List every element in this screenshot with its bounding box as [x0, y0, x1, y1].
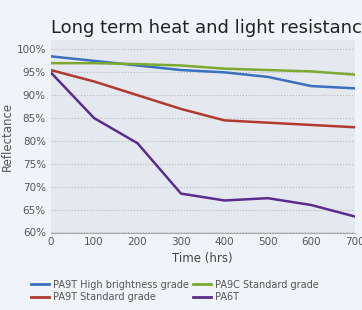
Text: Long term heat and light resistance: Long term heat and light resistance — [51, 19, 362, 38]
X-axis label: Time (hrs): Time (hrs) — [172, 251, 233, 264]
Y-axis label: @460nm(%)
Reflectance: @460nm(%) Reflectance — [0, 100, 13, 173]
Legend: PA9T High brightness grade, PA9T Standard grade, PA9C Standard grade, PA6T: PA9T High brightness grade, PA9T Standar… — [31, 280, 319, 302]
